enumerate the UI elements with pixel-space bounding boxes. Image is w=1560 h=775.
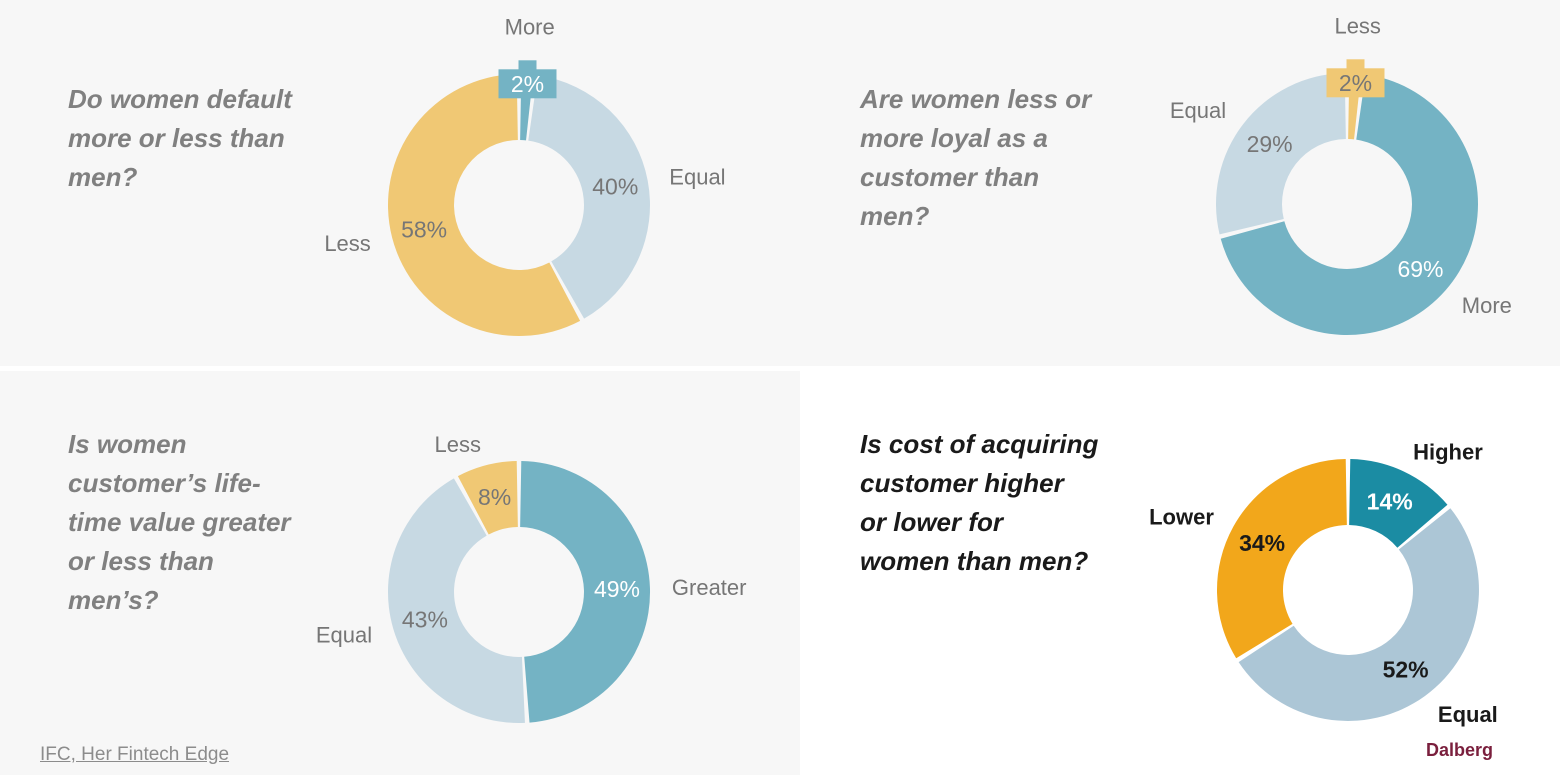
svg-text:Equal: Equal xyxy=(316,623,372,648)
svg-text:40%: 40% xyxy=(592,174,638,200)
svg-text:2%: 2% xyxy=(1339,70,1372,96)
svg-text:Greater: Greater xyxy=(672,575,747,600)
svg-text:34%: 34% xyxy=(1239,530,1285,556)
svg-text:52%: 52% xyxy=(1383,656,1429,682)
svg-text:Higher: Higher xyxy=(1413,440,1483,465)
svg-text:Less: Less xyxy=(435,432,481,457)
svg-text:Lower: Lower xyxy=(1149,504,1214,529)
svg-text:58%: 58% xyxy=(401,216,447,242)
svg-text:Equal: Equal xyxy=(1170,98,1226,123)
svg-text:Less: Less xyxy=(1334,13,1380,38)
svg-text:49%: 49% xyxy=(594,576,640,602)
svg-text:More: More xyxy=(505,14,555,39)
svg-text:Equal: Equal xyxy=(669,164,725,189)
svg-text:29%: 29% xyxy=(1247,131,1293,157)
svg-text:69%: 69% xyxy=(1397,256,1443,282)
svg-text:More: More xyxy=(1462,293,1512,318)
svg-text:Equal: Equal xyxy=(1438,702,1498,727)
svg-text:43%: 43% xyxy=(402,606,448,632)
svg-text:8%: 8% xyxy=(478,484,511,510)
svg-text:Less: Less xyxy=(324,231,370,256)
svg-text:14%: 14% xyxy=(1367,488,1413,514)
svg-text:2%: 2% xyxy=(511,71,544,97)
